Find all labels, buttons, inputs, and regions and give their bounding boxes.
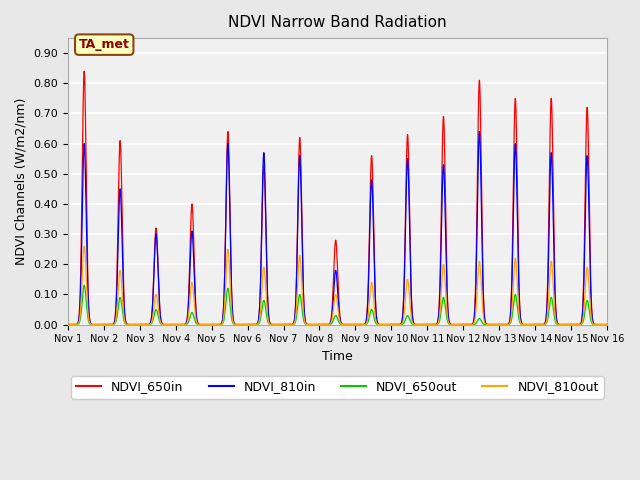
Legend: NDVI_650in, NDVI_810in, NDVI_650out, NDVI_810out: NDVI_650in, NDVI_810in, NDVI_650out, NDV… — [71, 375, 604, 398]
Y-axis label: NDVI Channels (W/m2/nm): NDVI Channels (W/m2/nm) — [15, 97, 28, 265]
Title: NDVI Narrow Band Radiation: NDVI Narrow Band Radiation — [228, 15, 447, 30]
Text: TA_met: TA_met — [79, 38, 130, 51]
X-axis label: Time: Time — [322, 350, 353, 363]
